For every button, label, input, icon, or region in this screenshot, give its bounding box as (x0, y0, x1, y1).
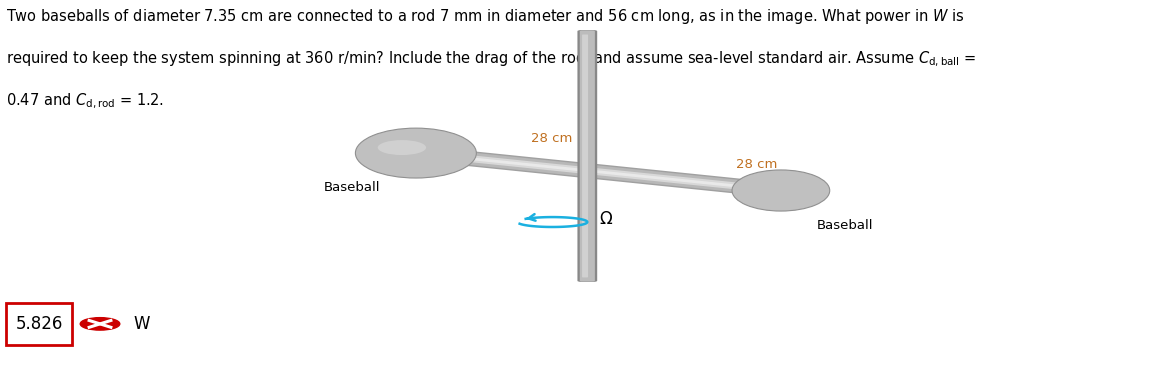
Text: 28 cm: 28 cm (736, 157, 778, 171)
Circle shape (80, 318, 120, 330)
FancyBboxPatch shape (578, 30, 598, 282)
Text: W: W (134, 315, 150, 333)
Ellipse shape (378, 140, 426, 155)
Text: Baseball: Baseball (816, 219, 873, 232)
Text: Baseball: Baseball (323, 181, 380, 195)
Text: 5.826: 5.826 (15, 315, 63, 333)
Text: required to keep the system spinning at 360 r/min? Include the drag of the rod, : required to keep the system spinning at … (6, 50, 976, 69)
FancyBboxPatch shape (580, 30, 595, 281)
Ellipse shape (356, 128, 477, 178)
Text: Two baseballs of diameter 7.35 cm are connected to a rod 7 mm in diameter and 56: Two baseballs of diameter 7.35 cm are co… (6, 7, 964, 26)
Text: $\Omega$: $\Omega$ (599, 210, 613, 228)
Text: 28 cm: 28 cm (530, 131, 572, 145)
FancyBboxPatch shape (583, 34, 588, 277)
FancyBboxPatch shape (6, 303, 72, 345)
Ellipse shape (732, 170, 829, 211)
Text: 0.47 and $C_\mathrm{d,rod}$ = 1.2.: 0.47 and $C_\mathrm{d,rod}$ = 1.2. (6, 92, 164, 111)
